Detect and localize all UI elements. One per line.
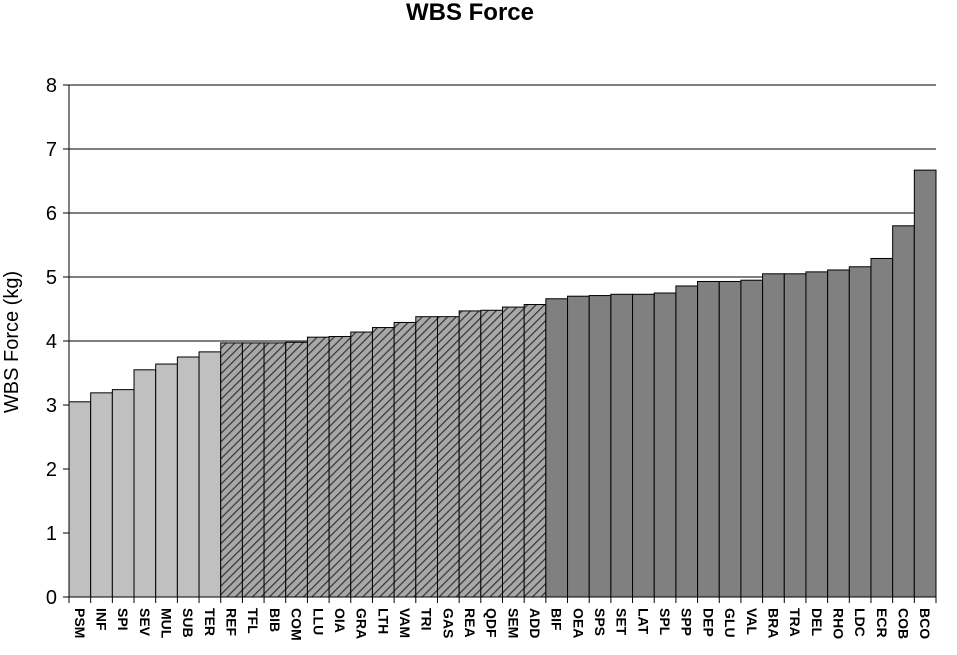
x-tick-label: SEM — [505, 608, 521, 638]
y-tick-label: 2 — [46, 459, 57, 481]
x-tick-label: INF — [94, 608, 110, 631]
x-tick-label: OEA — [570, 608, 586, 638]
bar-com — [285, 341, 308, 598]
bar-sub — [176, 356, 200, 598]
bar-set — [610, 293, 634, 598]
x-tick-label: SPL — [657, 608, 673, 636]
bar-sps — [588, 295, 612, 598]
bar-spi — [111, 389, 135, 598]
bar-spp — [675, 285, 699, 598]
x-tick-label: OIA — [332, 608, 348, 633]
bar-gra — [350, 331, 373, 598]
x-tick-label: SPI — [115, 608, 131, 631]
x-tick-label: GLU — [722, 608, 738, 638]
bar-ecr — [870, 257, 894, 598]
bar-oia — [328, 336, 352, 598]
x-tick-label: TRI — [419, 608, 435, 631]
x-tick-label: TRA — [787, 608, 803, 637]
x-tick-label: LDC — [852, 608, 868, 637]
bar-spl — [653, 292, 677, 598]
x-tick-label: BCO — [917, 608, 933, 639]
x-tick-label: LTH — [375, 608, 391, 634]
bar-oea — [567, 295, 590, 598]
x-tick-label: COB — [895, 608, 911, 639]
axes — [63, 84, 937, 603]
bar-tri — [415, 316, 438, 598]
bar-glu — [718, 280, 742, 598]
x-tick-label: COM — [289, 608, 305, 641]
y-tick-label: 5 — [46, 267, 57, 289]
x-tick-label: LAT — [635, 608, 651, 635]
bar-rho — [827, 269, 850, 598]
bar-qdf — [480, 309, 504, 598]
y-tick-label: 7 — [46, 139, 57, 161]
y-axis-label: WBS Force (kg) — [1, 271, 23, 413]
x-tick-label: TFL — [245, 608, 261, 634]
x-tick-label: GRA — [354, 608, 370, 639]
x-tick-label: VAL — [744, 608, 760, 635]
y-tick-label: 3 — [46, 395, 57, 417]
y-tick-label: 0 — [46, 587, 57, 609]
x-tick-label: QDF — [484, 608, 500, 638]
x-tick-label: ADD — [527, 608, 543, 638]
bar-cob — [892, 225, 915, 598]
y-tick-label: 4 — [46, 331, 57, 353]
bar-bra — [762, 273, 785, 598]
bar-bco — [913, 169, 937, 598]
bar-bif — [545, 298, 569, 598]
x-tick-label: BIF — [549, 608, 565, 631]
x-tick-label: RHO — [830, 608, 846, 639]
chart-title: WBS Force — [405, 0, 534, 26]
x-tick-label: SPS — [592, 608, 608, 636]
x-tick-label: SEV — [137, 608, 153, 637]
bar-lat — [632, 293, 655, 598]
y-tick-label: 1 — [46, 523, 57, 545]
x-tick-label: VAM — [397, 608, 413, 638]
bar-val — [740, 279, 764, 598]
bar-tfl — [241, 342, 265, 598]
x-tick-label: BIB — [267, 608, 283, 632]
bar-add — [523, 304, 547, 598]
x-tick-label: SPP — [679, 608, 695, 636]
x-tick-label: GAS — [440, 608, 456, 638]
bar-ldc — [848, 266, 872, 598]
bar-del — [805, 271, 829, 598]
x-tick-label: TER — [202, 608, 218, 636]
x-tick-label: BRA — [765, 608, 781, 638]
y-tick-label: 6 — [46, 203, 57, 225]
x-tick-labels: PSM INF SPI SEV MUL SUB TER REF TFL BIB COM LLU OIA G… — [72, 608, 933, 641]
bar-sem — [502, 306, 525, 598]
bar-tra — [783, 273, 807, 598]
x-tick-label: ECR — [874, 608, 890, 638]
x-tick-label: DEP — [700, 608, 716, 637]
x-tick-label: LLU — [310, 608, 326, 635]
bars — [68, 169, 937, 598]
bar-inf — [90, 392, 113, 598]
y-tick-label: 8 — [46, 75, 57, 97]
x-tick-label: MUL — [159, 608, 175, 639]
x-tick-label: SUB — [180, 608, 196, 638]
bar-sev — [133, 369, 157, 598]
bar-gas — [436, 316, 460, 598]
bar-dep — [697, 280, 720, 598]
bar-ref — [220, 342, 243, 598]
y-tick-labels: 0 1 2 3 4 5 6 7 8 — [46, 75, 57, 609]
x-tick-label: SET — [614, 608, 630, 636]
x-tick-label: DEL — [809, 608, 825, 636]
bar-bib — [263, 342, 287, 598]
bar-rea — [458, 310, 482, 598]
x-tick-label: REA — [462, 608, 478, 638]
x-tick-label: PSM — [72, 608, 88, 638]
bar-mul — [155, 363, 178, 598]
x-tick-label: REF — [224, 608, 240, 636]
bar-llu — [306, 336, 330, 598]
bar-ter — [198, 351, 222, 598]
bar-psm — [68, 401, 92, 598]
bar-vam — [393, 321, 417, 598]
bar-lth — [371, 327, 395, 598]
